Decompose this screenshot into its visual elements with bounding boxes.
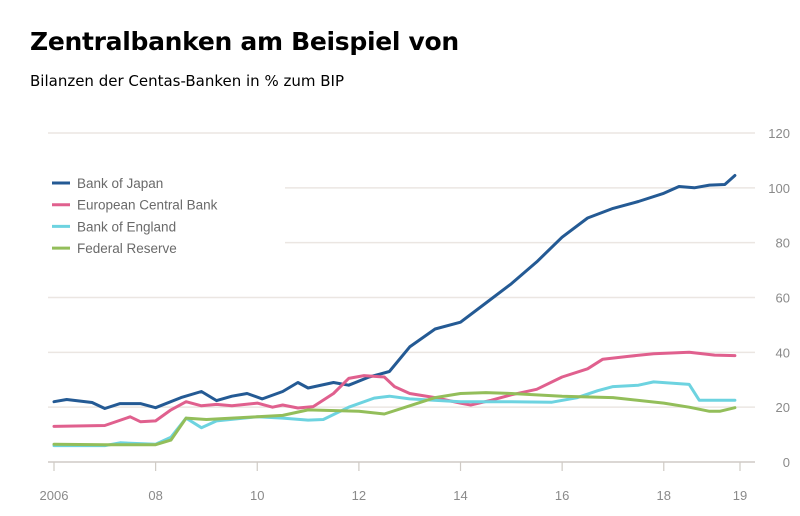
- y-tick-label: 0: [783, 455, 790, 470]
- x-tick-label: 12: [352, 488, 366, 503]
- x-tick-label: 18: [657, 488, 671, 503]
- x-tick-label: 10: [250, 488, 264, 503]
- legend: Bank of Japan European Central Bank Bank o…: [52, 176, 218, 256]
- y-axis: 0 20 40 60 80 100 120: [768, 126, 790, 470]
- y-tick-label: 120: [768, 126, 790, 141]
- x-tick-label: 16: [555, 488, 569, 503]
- x-tick-label: 14: [453, 488, 467, 503]
- x-tick-label: 2006: [40, 488, 69, 503]
- x-tick-label: 19: [733, 488, 747, 503]
- y-tick-label: 80: [776, 236, 790, 251]
- legend-label-european-central-bank: European Central Bank: [77, 198, 218, 213]
- chart-subtitle: Bilanzen der Centas-Banken in % zum BIP: [30, 72, 344, 90]
- series-line-bank-of-japan: [52, 174, 737, 410]
- chart-title: Zentralbanken am Beispiel von: [30, 27, 459, 56]
- series-line-european-central-bank: [52, 350, 737, 428]
- y-tick-label: 60: [776, 291, 790, 306]
- x-axis: 2006 08 10 12 14 16 18 19: [40, 462, 747, 503]
- x-tick-label: 08: [148, 488, 162, 503]
- series-line-federal-reserve: [52, 391, 737, 447]
- y-tick-label: 40: [776, 345, 790, 360]
- series-line-bank-of-england: [52, 380, 737, 448]
- legend-label-bank-of-japan: Bank of Japan: [77, 176, 163, 191]
- legend-label-bank-of-england: Bank of England: [77, 219, 176, 234]
- y-tick-label: 20: [776, 400, 790, 415]
- series-lines: [52, 174, 737, 448]
- y-tick-label: 100: [768, 181, 790, 196]
- legend-label-federal-reserve: Federal Reserve: [77, 241, 177, 256]
